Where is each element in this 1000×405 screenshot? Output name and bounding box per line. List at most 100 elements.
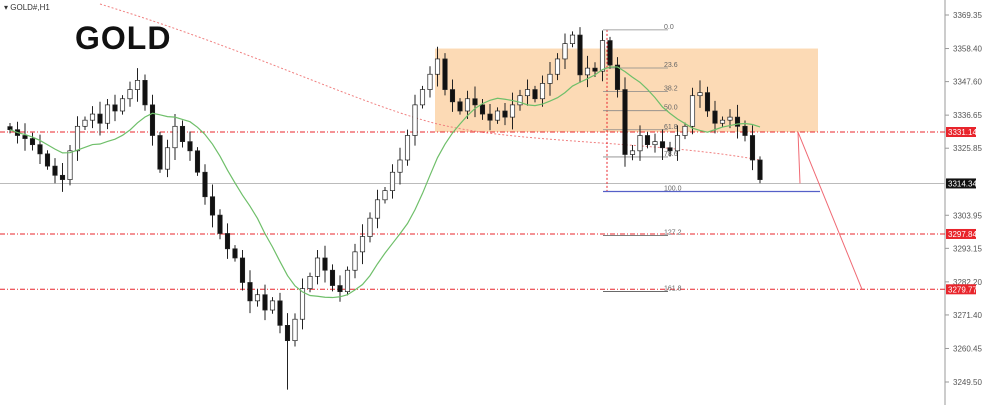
candle-body	[757, 159, 763, 180]
candle-body	[254, 294, 261, 302]
projection-path	[797, 131, 863, 290]
candle-body	[337, 285, 343, 293]
candle	[404, 129, 411, 166]
candle	[67, 144, 73, 186]
candle-body	[607, 40, 613, 66]
candle	[472, 86, 478, 118]
candle	[269, 297, 276, 314]
candle	[224, 223, 231, 259]
candle	[89, 106, 96, 129]
candle-body	[359, 236, 366, 253]
candle-body	[307, 276, 313, 289]
candle	[247, 270, 253, 314]
candle	[734, 104, 741, 139]
candle	[37, 134, 43, 164]
candle	[629, 144, 636, 161]
candle-body	[584, 67, 591, 76]
candle	[127, 81, 133, 107]
candle-body	[382, 190, 388, 201]
y-tick-label: 3369.35	[953, 11, 982, 20]
y-tick-label: 3303.95	[953, 211, 982, 220]
candle-body	[479, 104, 486, 115]
candle	[667, 141, 673, 157]
candle-body	[67, 150, 73, 180]
candle	[352, 243, 358, 279]
candle-body	[209, 196, 216, 216]
candle-body	[629, 150, 636, 155]
candle-body	[524, 89, 531, 97]
candle	[622, 77, 628, 167]
candle	[382, 186, 388, 204]
candle-body	[427, 73, 433, 90]
candle	[757, 156, 763, 184]
candle	[239, 250, 246, 291]
candle	[689, 87, 696, 135]
candle-body	[539, 83, 546, 100]
chart-title: GOLD	[75, 20, 172, 56]
candle	[719, 116, 726, 127]
candle	[464, 90, 471, 119]
candle-body	[202, 171, 208, 198]
candle-body	[247, 282, 253, 302]
fib-level-label: 50.0	[664, 105, 678, 112]
candle	[307, 272, 313, 293]
candle-body	[389, 171, 396, 191]
candle	[322, 245, 328, 283]
candle	[427, 66, 433, 98]
candle-body	[674, 135, 681, 152]
candle	[254, 288, 261, 307]
candle	[217, 209, 223, 240]
candle-body	[517, 95, 523, 106]
candle-body	[344, 269, 351, 293]
candle-body	[157, 135, 163, 170]
candle	[637, 125, 643, 161]
candle-body	[487, 113, 493, 121]
candle-body	[442, 58, 448, 90]
candle-body	[262, 294, 268, 311]
candle	[412, 94, 418, 146]
candle	[344, 266, 351, 296]
candle	[457, 98, 463, 115]
y-tick-label: 3260.45	[953, 344, 982, 353]
candle	[44, 150, 51, 170]
candle	[554, 53, 561, 81]
candle	[419, 85, 426, 109]
candle	[97, 101, 103, 136]
candle	[149, 94, 156, 146]
y-tick-label: 3293.15	[953, 244, 982, 253]
candle-body	[622, 89, 628, 155]
price-level-tag	[946, 178, 976, 189]
candle-body	[509, 104, 516, 118]
candle	[82, 116, 88, 130]
candle-body	[142, 80, 148, 106]
candle-body	[404, 135, 411, 161]
candle-body	[562, 43, 568, 60]
candle	[487, 103, 493, 131]
candle	[479, 99, 486, 120]
candle	[532, 85, 538, 103]
candle	[112, 94, 118, 122]
fib-level-label: 127.2	[664, 230, 682, 237]
candle	[29, 132, 36, 151]
candle-body	[599, 40, 606, 72]
candle-body	[82, 119, 88, 127]
candle-body	[689, 95, 696, 127]
candle-body	[494, 110, 501, 121]
candle-body	[374, 199, 381, 219]
candle-body	[712, 110, 718, 124]
candle	[442, 53, 448, 96]
candle-body	[397, 159, 403, 173]
candle	[59, 163, 66, 192]
candle-body	[742, 125, 748, 136]
candle-body	[29, 138, 36, 146]
candle	[562, 33, 568, 70]
candle	[659, 129, 666, 160]
candle-body	[134, 80, 141, 90]
candle	[577, 27, 583, 83]
candle-body	[667, 147, 673, 152]
candle-body	[569, 34, 576, 44]
candle	[104, 99, 111, 130]
candle-body	[592, 67, 598, 72]
fib-level-label: 100.0	[664, 186, 682, 193]
